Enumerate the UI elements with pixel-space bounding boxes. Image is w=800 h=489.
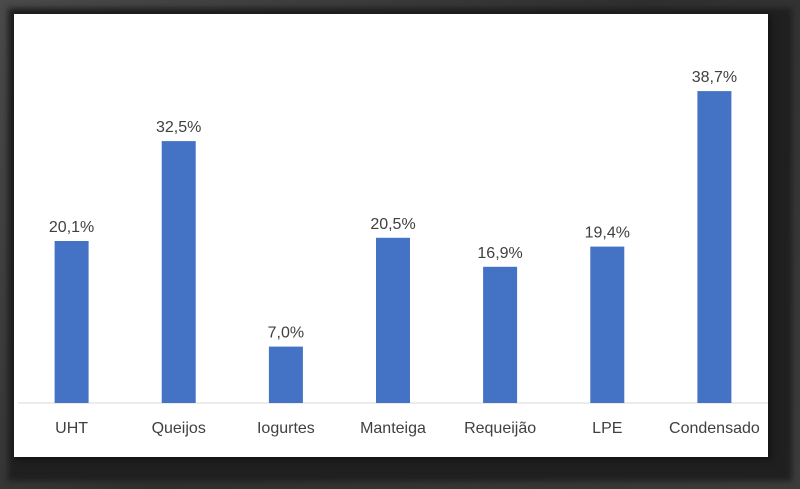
data-label-6: 38,7% bbox=[692, 69, 737, 86]
data-label-2: 7,0% bbox=[268, 325, 304, 342]
x-tick-label-2: Iogurtes bbox=[257, 420, 315, 437]
bar-1 bbox=[161, 141, 196, 403]
x-tick-label-6: Condensado bbox=[669, 420, 760, 437]
bar-4 bbox=[483, 266, 518, 403]
bar-chart: 20,1% UHT 32,5% Queijos 7,0% Iogurtes 20,5% Man… bbox=[18, 69, 768, 437]
x-tick-label-3: Manteiga bbox=[360, 420, 426, 437]
bar-0 bbox=[54, 241, 89, 403]
x-tick-label-1: Queijos bbox=[152, 420, 206, 437]
chart-panel: 20,1% UHT 32,5% Queijos 7,0% Iogurtes 20,5% Man… bbox=[14, 14, 768, 457]
data-label-0: 20,1% bbox=[49, 219, 94, 236]
data-label-5: 19,4% bbox=[585, 225, 630, 242]
bar-2 bbox=[268, 346, 303, 403]
bar-6 bbox=[697, 91, 732, 403]
x-tick-label-4: Requeijão bbox=[464, 420, 536, 437]
bar-3 bbox=[376, 237, 410, 403]
bar-5 bbox=[590, 246, 625, 403]
data-label-1: 32,5% bbox=[156, 119, 201, 136]
x-tick-label-0: UHT bbox=[55, 420, 88, 437]
data-label-3: 20,5% bbox=[370, 216, 415, 233]
x-tick-label-5: LPE bbox=[592, 420, 622, 437]
data-label-4: 16,9% bbox=[477, 245, 522, 262]
